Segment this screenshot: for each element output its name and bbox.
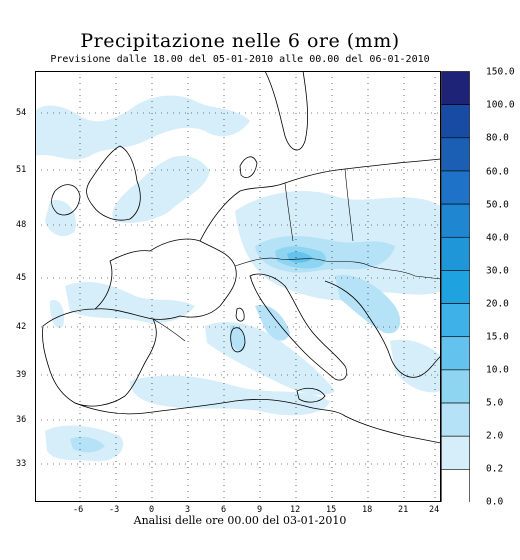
legend-label: 50.0 <box>486 199 509 211</box>
lat-tick: 51 <box>16 165 27 175</box>
precip-area-italy <box>255 305 290 341</box>
legend-label: 10.0 <box>486 364 509 376</box>
precip-area-sardinia <box>230 325 246 352</box>
sardinia-outline <box>230 327 246 353</box>
iberia-outline <box>42 308 157 407</box>
lat-tick: 48 <box>16 220 27 230</box>
precip-area-atlantic-north <box>35 95 250 160</box>
lat-tick: 36 <box>16 415 27 425</box>
precipitation-map <box>35 71 441 502</box>
legend-label: 60.0 <box>486 166 509 178</box>
legend-color-box <box>441 104 470 139</box>
legend-label: 20.0 <box>486 298 509 310</box>
legend-color-box <box>441 137 470 172</box>
british-isles-outline <box>86 145 141 221</box>
legend-color-box <box>441 236 470 271</box>
legend-color-box <box>441 203 470 238</box>
precip-area-balkans <box>335 275 401 334</box>
legend-label: 80.0 <box>486 132 509 144</box>
scandinavia-outline <box>264 71 308 151</box>
map-frame <box>35 71 441 502</box>
lat-tick: 54 <box>16 108 27 118</box>
legend-color-box <box>441 402 470 437</box>
legend-color-box <box>441 435 470 470</box>
lon-tick: -3 <box>109 505 120 515</box>
legend-color-box <box>441 336 470 371</box>
precip-area-atlas-core <box>70 436 105 453</box>
lat-tick: 33 <box>16 459 27 469</box>
lon-tick: 12 <box>290 505 301 515</box>
legend-label: 100.0 <box>486 99 515 111</box>
precip-area-mediterranean <box>130 375 330 416</box>
precip-area-biscay <box>45 200 76 237</box>
precip-area-alps-peak <box>287 251 313 263</box>
france-outline <box>94 238 237 320</box>
corsica-outline <box>235 307 245 322</box>
lat-tick: 39 <box>16 370 27 380</box>
map-title: Precipitazione nelle 6 ore (mm) <box>80 30 400 52</box>
legend-color-box <box>441 270 470 304</box>
legend-color-box <box>441 369 470 404</box>
north-europe-coast <box>199 158 441 242</box>
legend-label: 40.0 <box>486 232 509 244</box>
legend-color-box <box>441 303 470 338</box>
lon-tick: 0 <box>149 505 155 515</box>
balkans-outline <box>324 280 441 378</box>
precipitation-field <box>35 95 441 462</box>
sicily-outline <box>296 387 326 403</box>
legend-color-box <box>441 71 470 105</box>
legend-label: 0.0 <box>486 496 504 508</box>
denmark-outline <box>239 156 258 178</box>
lon-tick: -6 <box>73 505 84 515</box>
coastlines <box>42 71 441 444</box>
legend-label: 15.0 <box>486 331 509 343</box>
legend-label: 30.0 <box>486 265 509 277</box>
legend-label: 5.0 <box>486 397 504 409</box>
lat-tick: 45 <box>16 273 27 283</box>
lon-tick: 9 <box>257 505 263 515</box>
precipitation-colorbar <box>441 71 470 502</box>
precip-area-aegean <box>390 339 441 393</box>
ireland-outline <box>51 184 81 216</box>
legend-color-box <box>441 469 470 502</box>
lat-tick: 42 <box>16 322 27 332</box>
lon-tick: 15 <box>326 505 337 515</box>
legend-label: 150.0 <box>486 66 515 78</box>
legend-label: 0.2 <box>486 463 504 475</box>
legend-color-box <box>441 170 470 205</box>
italy-outline <box>249 273 348 381</box>
lon-tick: 18 <box>362 505 373 515</box>
precip-area-france <box>65 281 195 323</box>
precip-area-iberia-west <box>49 300 65 329</box>
precip-area-north-sea <box>112 155 210 223</box>
mainland-borders <box>152 168 441 342</box>
map-subtitle: Previsione dalle 18.00 del 05-01-2010 al… <box>50 54 430 65</box>
lon-tick: 21 <box>398 505 409 515</box>
lon-tick: 6 <box>221 505 227 515</box>
analysis-caption: Analisi delle ore 00.00 del 03-01-2010 <box>133 514 347 527</box>
north-africa-coast <box>74 399 441 444</box>
lon-tick: 24 <box>429 505 440 515</box>
lon-tick: 3 <box>185 505 191 515</box>
legend-label: 2.0 <box>486 430 504 442</box>
